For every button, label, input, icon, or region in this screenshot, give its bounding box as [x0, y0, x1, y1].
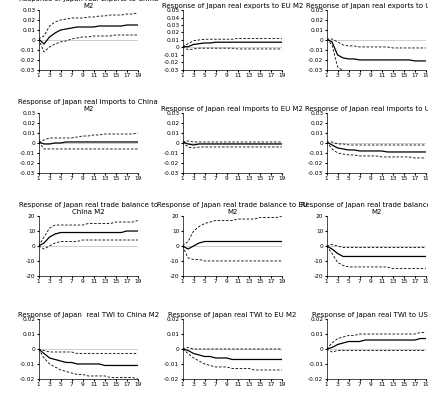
Title: Response of Japan real trade balance to US
M2: Response of Japan real trade balance to …: [301, 203, 428, 215]
Title: Response of Japan real trade balance to EU
M2: Response of Japan real trade balance to …: [157, 203, 308, 215]
Title: Response of Japan real exports to EU M2: Response of Japan real exports to EU M2: [161, 3, 303, 9]
Title: Response of Japan real imports to EU M2: Response of Japan real imports to EU M2: [161, 106, 303, 112]
Title: Response of Japan  real TWI to China M2: Response of Japan real TWI to China M2: [18, 312, 159, 318]
Title: Response of Japan real exports to China
M2: Response of Japan real exports to China …: [18, 0, 158, 9]
Title: Response of Japan real TWI to EU M2: Response of Japan real TWI to EU M2: [168, 312, 296, 318]
Title: Response of Japan real TWI to US M2: Response of Japan real TWI to US M2: [312, 312, 428, 318]
Title: Response of Japan real exports to US M2: Response of Japan real exports to US M2: [306, 3, 428, 9]
Title: Response of Japan real trade balance to
China M2: Response of Japan real trade balance to …: [18, 203, 158, 215]
Title: Response of Japan real imports to US M2: Response of Japan real imports to US M2: [305, 106, 428, 112]
Title: Response of Japan real imports to China
M2: Response of Japan real imports to China …: [18, 99, 158, 112]
